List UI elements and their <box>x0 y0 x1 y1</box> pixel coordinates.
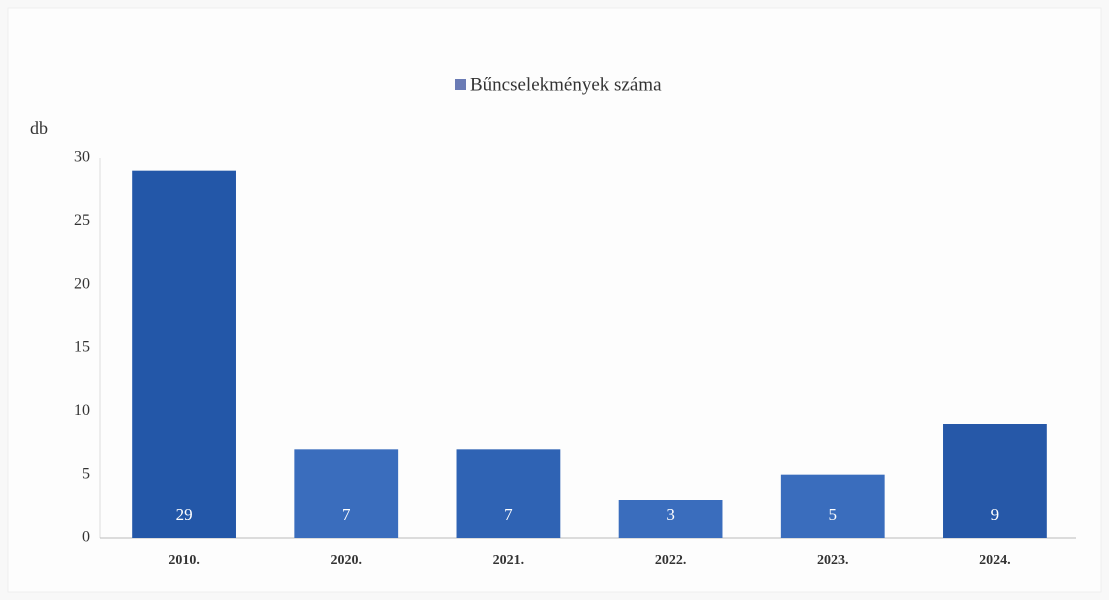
y-tick-label: 15 <box>74 339 90 356</box>
x-tick-label: 2024. <box>979 553 1011 568</box>
y-tick-label: 20 <box>74 275 90 292</box>
y-tick-label: 10 <box>74 402 90 419</box>
x-tick-label: 2021. <box>493 553 525 568</box>
x-tick-label: 2020. <box>331 553 363 568</box>
data-label: 5 <box>829 505 838 524</box>
bar <box>132 170 236 538</box>
data-label: 7 <box>504 505 513 524</box>
bar <box>456 449 561 538</box>
data-label: 3 <box>666 505 675 524</box>
data-label: 9 <box>991 505 1000 524</box>
y-tick-label: 25 <box>74 212 90 229</box>
legend-swatch <box>455 79 466 90</box>
bar <box>294 449 399 538</box>
y-tick-label: 30 <box>74 149 90 166</box>
bar <box>618 500 723 538</box>
bar <box>943 424 1047 538</box>
x-tick-label: 2010. <box>168 553 200 568</box>
x-tick-label: 2023. <box>817 553 849 568</box>
x-tick-label: 2022. <box>655 553 687 568</box>
y-tick-label: 5 <box>82 465 90 482</box>
y-tick-label: 0 <box>82 529 90 546</box>
bar <box>780 474 885 538</box>
legend-label: Bűncselekmények száma <box>470 74 662 95</box>
data-label: 7 <box>342 505 351 524</box>
data-label: 29 <box>176 505 193 524</box>
y-axis-label: db <box>30 118 48 138</box>
